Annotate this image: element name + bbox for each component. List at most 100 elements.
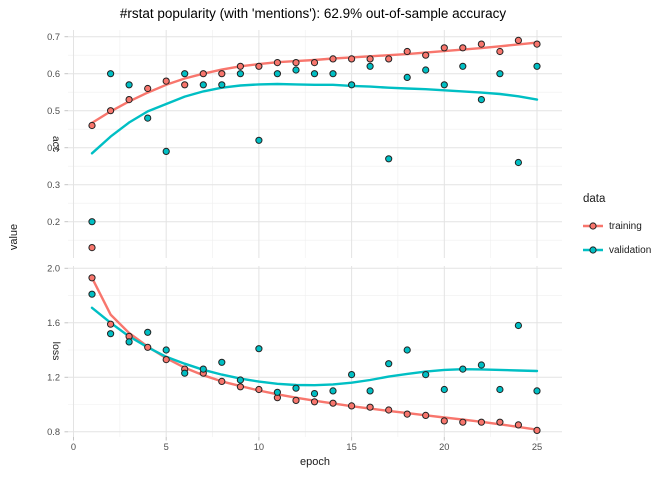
legend-label-validation: validation	[609, 244, 652, 256]
data-point-validation	[348, 371, 356, 379]
data-point-training	[144, 343, 152, 351]
data-point-validation	[459, 365, 467, 373]
data-point-validation	[459, 62, 467, 70]
y-tick-label: 0.3	[47, 180, 60, 190]
data-point-validation	[181, 70, 189, 78]
data-point-validation	[514, 158, 523, 167]
data-point-training	[496, 418, 504, 426]
data-point-validation	[477, 96, 485, 104]
data-point-training	[477, 418, 485, 426]
data-point-validation	[255, 136, 263, 144]
data-point-training	[144, 84, 152, 93]
data-point-training	[255, 385, 263, 394]
data-point-validation	[329, 387, 337, 395]
x-axis-title: epoch	[300, 456, 330, 468]
data-point-validation	[199, 365, 207, 373]
data-point-validation	[107, 330, 115, 338]
data-point-training	[533, 40, 541, 48]
data-point-training	[88, 244, 96, 252]
data-point-training	[107, 107, 115, 115]
data-point-validation	[496, 70, 504, 78]
data-point-training	[199, 70, 207, 78]
legend-label-training: training	[609, 220, 642, 232]
y-tick-label: 0.6	[47, 69, 60, 79]
y-tick-label: 0.2	[47, 217, 60, 227]
legend-glyph-validation	[583, 246, 603, 254]
data-point-validation	[440, 385, 448, 394]
data-point-validation	[533, 387, 541, 395]
data-point-training	[236, 62, 244, 70]
data-point-training	[422, 411, 430, 419]
legend-point-validation	[589, 246, 597, 254]
y-tick-label: 0.4	[47, 143, 60, 153]
data-point-training	[366, 55, 374, 63]
data-point-training	[236, 383, 244, 391]
data-point-validation	[273, 388, 281, 396]
legend-point-training	[589, 222, 597, 230]
data-point-validation	[422, 66, 430, 74]
data-point-validation	[255, 345, 263, 353]
data-point-validation	[385, 155, 393, 163]
data-point-training	[459, 418, 467, 426]
data-point-training	[107, 320, 115, 328]
data-point-training	[125, 96, 133, 104]
data-point-validation	[218, 81, 226, 89]
data-point-validation	[348, 81, 356, 89]
data-point-training	[88, 121, 96, 130]
x-tick-label: 20	[439, 442, 449, 452]
y-tick-label: 0.8	[47, 427, 60, 437]
y-tick-label: 0.5	[47, 106, 60, 116]
data-point-validation	[162, 147, 170, 155]
data-point-training	[348, 402, 356, 410]
data-point-validation	[199, 81, 207, 89]
smooth-line-validation	[90, 306, 539, 387]
data-point-training	[162, 356, 170, 364]
data-point-training	[310, 59, 319, 67]
data-point-training	[459, 44, 467, 52]
data-point-training	[385, 55, 393, 63]
y-tick-label: 1.6	[47, 318, 60, 328]
data-point-training	[440, 417, 448, 425]
data-point-training	[255, 62, 263, 70]
legend-title: data	[583, 193, 606, 205]
data-point-training	[310, 398, 319, 406]
data-point-validation	[273, 70, 281, 78]
data-point-validation	[144, 114, 152, 122]
chart-title: #rstat popularity (with 'mentions'): 62.…	[119, 6, 507, 21]
data-point-training	[329, 55, 337, 63]
y-tick-label: 0.7	[47, 32, 60, 42]
x-tick-label: 10	[254, 442, 264, 452]
data-point-validation	[366, 62, 374, 70]
y-tick-label: 2.0	[47, 263, 60, 273]
data-point-training	[440, 44, 448, 52]
data-point-validation	[292, 66, 300, 74]
data-point-training	[366, 403, 374, 411]
data-point-validation	[422, 371, 430, 379]
data-point-validation	[218, 358, 226, 366]
data-point-validation	[162, 346, 170, 354]
data-point-validation	[329, 70, 337, 78]
data-point-validation	[236, 376, 244, 384]
data-point-training	[162, 77, 170, 85]
data-point-training	[496, 47, 504, 56]
data-point-validation	[533, 62, 541, 70]
data-point-training	[403, 47, 411, 56]
data-point-validation	[310, 70, 319, 78]
legend: data training validation	[583, 193, 651, 262]
data-point-training	[533, 426, 541, 434]
data-point-validation	[440, 81, 448, 89]
data-point-training	[292, 59, 300, 67]
data-point-training	[514, 36, 523, 45]
data-point-validation	[88, 290, 96, 298]
data-point-training	[422, 51, 430, 59]
y-axis-title: value	[8, 223, 20, 251]
data-point-validation	[366, 387, 374, 395]
data-point-validation	[181, 369, 189, 377]
data-point-training	[329, 399, 337, 407]
data-point-training	[348, 55, 356, 63]
x-tick-label: 15	[346, 442, 356, 452]
data-point-validation	[125, 81, 133, 89]
data-point-training	[273, 59, 281, 67]
